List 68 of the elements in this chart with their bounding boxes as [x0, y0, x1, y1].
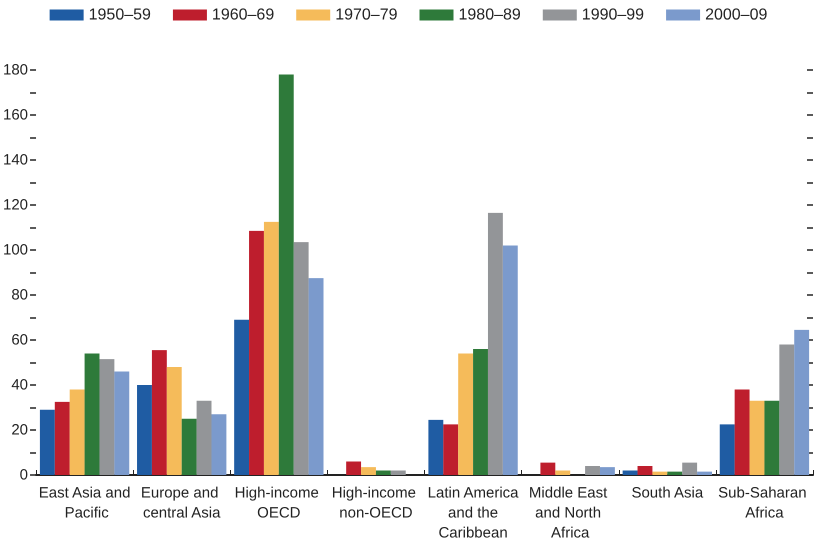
legend-label: 1950–59: [88, 6, 152, 24]
y-tick-label: 20: [11, 422, 28, 438]
bar: [488, 212, 503, 475]
bar: [137, 385, 152, 475]
bar: [667, 472, 682, 475]
y-tick-label: 100: [2, 242, 28, 258]
bar: [764, 400, 780, 475]
x-tick-label: Middle East and North Africa: [528, 484, 612, 542]
bar: [249, 230, 264, 475]
bar: [779, 344, 794, 475]
bar: [473, 349, 488, 475]
bar: [720, 424, 735, 475]
y-tick-label: 160: [2, 106, 28, 124]
bar: [196, 400, 212, 475]
bar: [40, 410, 55, 475]
y-tick-label: 80: [11, 286, 28, 304]
bar: [114, 372, 130, 475]
bar: [458, 354, 474, 475]
legend-label: 2000–09: [705, 6, 768, 24]
legend-label: 1980–89: [458, 6, 521, 24]
y-tick-label: 0: [20, 466, 28, 484]
x-tick-label: Sub-Saharan Africa: [718, 484, 811, 522]
legend-label: 1990–99: [582, 6, 644, 24]
bar: [99, 359, 114, 475]
bar: [361, 467, 376, 475]
legend-label: 1970–79: [335, 6, 398, 24]
y-tick-label: 40: [11, 376, 28, 394]
bar: [234, 320, 250, 475]
bar: [697, 472, 712, 475]
bar: [70, 390, 85, 475]
bar: [622, 470, 638, 475]
bar: [502, 246, 518, 475]
bar: [308, 278, 324, 475]
y-tick-label: 60: [11, 332, 28, 348]
bar: [152, 350, 167, 475]
bar: [166, 367, 182, 475]
y-tick-label: 120: [2, 196, 28, 214]
bar: [585, 466, 600, 475]
bar: [652, 472, 668, 475]
legend-label: 1960–69: [212, 6, 274, 24]
bar: [294, 242, 309, 475]
bar: [794, 330, 810, 475]
bar: [443, 424, 458, 475]
bar: [278, 74, 294, 475]
x-tick-label: South Asia: [631, 484, 704, 502]
bar: [734, 390, 750, 475]
bar: [555, 470, 570, 475]
bar: [638, 466, 652, 475]
bar: [54, 402, 70, 475]
y-tick-label: 180: [2, 62, 28, 78]
bar: [211, 414, 226, 475]
bar: [750, 400, 764, 475]
y-tick-label: 140: [2, 152, 28, 168]
bar: [346, 462, 362, 475]
x-tick-label: High-income non-OECD: [332, 484, 420, 522]
bar: [376, 470, 391, 475]
bar: [182, 418, 197, 475]
x-tick-label: High-income OECD: [234, 484, 324, 522]
bar: [264, 222, 279, 475]
bar: [600, 467, 615, 475]
x-tick-label: Latin America and the Caribbean: [428, 484, 520, 542]
bar: [540, 462, 556, 475]
x-tick-label: Europe and central Asia: [140, 484, 223, 522]
bar: [682, 462, 698, 475]
x-tick-label: East Asia and Pacific: [38, 484, 130, 522]
bar: [84, 354, 100, 475]
bar: [390, 470, 406, 475]
bar: [428, 420, 444, 475]
